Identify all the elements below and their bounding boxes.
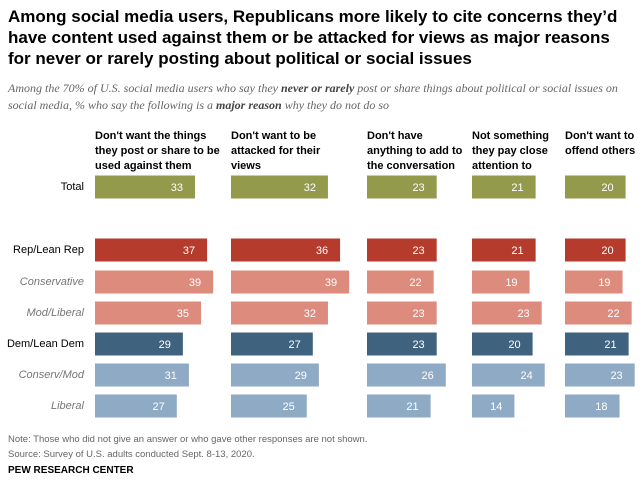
value-label: 25	[283, 401, 295, 413]
bar	[95, 175, 195, 199]
value-label: 23	[412, 339, 424, 351]
value-label: 24	[520, 370, 532, 382]
value-label: 32	[304, 182, 316, 194]
row-label: Conserv/Mod	[19, 369, 85, 381]
value-label: 36	[316, 245, 328, 257]
value-label: 18	[595, 401, 607, 413]
bar	[565, 301, 632, 325]
source: Source: Survey of U.S. adults conducted …	[8, 449, 255, 460]
column-header: Don't have anything to add to the conver…	[367, 130, 463, 172]
bar	[95, 238, 208, 262]
bar	[367, 363, 446, 387]
column-header: Not something they pay close attention t…	[472, 130, 549, 172]
bar	[231, 363, 319, 387]
bar	[367, 332, 437, 356]
row-label: Dem/Lean Dem	[7, 338, 84, 350]
value-label: 21	[604, 339, 616, 351]
bar	[565, 363, 635, 387]
value-label: 20	[508, 339, 520, 351]
bar	[565, 238, 626, 262]
column-header: Don't want to be attacked for their view…	[231, 130, 321, 172]
bar	[472, 394, 515, 418]
bar	[367, 238, 437, 262]
chart-subtitle: Among the 70% of U.S. social media users…	[8, 80, 633, 114]
subtitle-text: post or share things about political or …	[8, 81, 618, 112]
value-label: 23	[517, 308, 529, 320]
bar	[231, 238, 341, 262]
value-label: 14	[490, 401, 502, 413]
bar	[472, 301, 542, 325]
source-org: PEW RESEARCH CENTER	[8, 465, 134, 476]
bar	[95, 363, 189, 387]
bar	[367, 270, 434, 294]
value-label: 39	[189, 277, 201, 289]
bar	[472, 270, 530, 294]
subtitle-text: why they do not do so	[281, 98, 390, 112]
bar	[231, 270, 350, 294]
value-label: 26	[422, 370, 434, 382]
row-label: Liberal	[51, 400, 85, 412]
bar	[95, 270, 214, 294]
bar	[565, 332, 629, 356]
bar	[367, 394, 431, 418]
row-label: Total	[61, 181, 84, 193]
bar	[231, 301, 328, 325]
value-label: 20	[601, 245, 613, 257]
bar	[472, 332, 533, 356]
value-label: 23	[412, 308, 424, 320]
bar	[472, 175, 536, 199]
bar	[95, 394, 177, 418]
value-label: 19	[505, 277, 517, 289]
value-label: 21	[406, 401, 418, 413]
subtitle-emphasis: never or rarely	[280, 81, 355, 95]
value-label: 33	[171, 182, 183, 194]
bar	[231, 175, 328, 199]
value-label: 21	[511, 245, 523, 257]
bar	[565, 175, 626, 199]
value-label: 35	[177, 308, 189, 320]
row-label: Rep/Lean Rep	[13, 244, 84, 256]
value-label: 37	[183, 245, 195, 257]
value-label: 32	[304, 308, 316, 320]
bar	[231, 394, 307, 418]
subtitle-text: Among the 70% of U.S. social media users…	[8, 81, 281, 95]
value-label: 22	[409, 277, 421, 289]
value-label: 20	[601, 182, 613, 194]
bar	[231, 332, 313, 356]
note: Note: Those who did not give an answer o…	[8, 434, 368, 445]
bar	[95, 332, 183, 356]
bar	[565, 270, 623, 294]
row-label: Mod/Liberal	[27, 307, 85, 319]
bar	[565, 394, 620, 418]
subtitle-emphasis: major reason	[216, 98, 282, 112]
value-label: 19	[598, 277, 610, 289]
value-label: 27	[153, 401, 165, 413]
value-label: 29	[159, 339, 171, 351]
value-label: 23	[412, 182, 424, 194]
row-label: Conservative	[20, 276, 84, 288]
value-label: 27	[289, 339, 301, 351]
value-label: 29	[295, 370, 307, 382]
bar	[472, 363, 545, 387]
bar	[367, 301, 437, 325]
column-header: Don't want the things they post or share…	[95, 130, 220, 172]
column-header: Don't want to offend others	[565, 130, 636, 157]
bar	[95, 301, 202, 325]
value-label: 21	[511, 182, 523, 194]
bar	[472, 238, 536, 262]
value-label: 31	[165, 370, 177, 382]
bar	[367, 175, 437, 199]
value-label: 23	[610, 370, 622, 382]
value-label: 23	[412, 245, 424, 257]
chart-title: Among social media users, Republicans mo…	[8, 7, 618, 68]
value-label: 39	[325, 277, 337, 289]
value-label: 22	[607, 308, 619, 320]
